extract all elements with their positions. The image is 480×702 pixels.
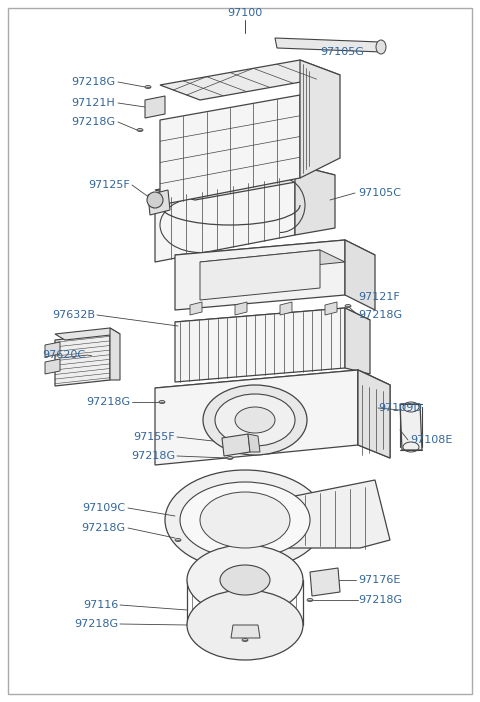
Polygon shape bbox=[250, 480, 390, 548]
Ellipse shape bbox=[147, 192, 163, 208]
Ellipse shape bbox=[180, 482, 310, 558]
Polygon shape bbox=[175, 240, 345, 310]
Text: 97218G: 97218G bbox=[358, 595, 402, 605]
Text: 97218G: 97218G bbox=[86, 397, 130, 407]
Text: 97620C: 97620C bbox=[42, 350, 85, 360]
Polygon shape bbox=[45, 359, 60, 374]
Text: 97109C: 97109C bbox=[82, 503, 125, 513]
Polygon shape bbox=[400, 404, 422, 450]
Ellipse shape bbox=[215, 394, 295, 446]
Polygon shape bbox=[358, 370, 390, 458]
Polygon shape bbox=[55, 334, 110, 386]
Text: 97121F: 97121F bbox=[358, 292, 400, 302]
Ellipse shape bbox=[242, 639, 248, 642]
Text: 97218G: 97218G bbox=[81, 523, 125, 533]
Polygon shape bbox=[231, 625, 260, 638]
Text: 97176E: 97176E bbox=[358, 575, 400, 585]
Text: 97108E: 97108E bbox=[410, 435, 452, 445]
Polygon shape bbox=[175, 308, 345, 382]
Ellipse shape bbox=[145, 86, 151, 88]
Text: 97632B: 97632B bbox=[52, 310, 95, 320]
Polygon shape bbox=[200, 250, 320, 300]
Polygon shape bbox=[235, 302, 247, 315]
Polygon shape bbox=[248, 434, 260, 452]
Polygon shape bbox=[110, 328, 120, 380]
Text: 97218G: 97218G bbox=[74, 619, 118, 629]
Text: 97218G: 97218G bbox=[131, 451, 175, 461]
Text: 97218G: 97218G bbox=[71, 77, 115, 87]
Polygon shape bbox=[280, 302, 292, 315]
Polygon shape bbox=[200, 250, 345, 274]
Ellipse shape bbox=[175, 538, 181, 541]
Ellipse shape bbox=[220, 565, 270, 595]
Ellipse shape bbox=[345, 305, 351, 307]
Polygon shape bbox=[45, 342, 60, 357]
Polygon shape bbox=[190, 302, 202, 315]
Text: 97125F: 97125F bbox=[88, 180, 130, 190]
Polygon shape bbox=[148, 190, 170, 215]
Ellipse shape bbox=[235, 407, 275, 433]
Polygon shape bbox=[222, 434, 250, 456]
Text: 97100: 97100 bbox=[228, 8, 263, 18]
Polygon shape bbox=[145, 96, 165, 118]
Text: 97121H: 97121H bbox=[71, 98, 115, 108]
Polygon shape bbox=[55, 328, 120, 340]
FancyBboxPatch shape bbox=[8, 8, 472, 694]
Polygon shape bbox=[345, 308, 370, 374]
Polygon shape bbox=[295, 165, 335, 235]
Polygon shape bbox=[155, 370, 390, 403]
Text: 97105C: 97105C bbox=[358, 188, 401, 198]
Ellipse shape bbox=[137, 128, 143, 131]
Text: 97116: 97116 bbox=[83, 600, 118, 610]
Polygon shape bbox=[160, 95, 300, 205]
Ellipse shape bbox=[227, 456, 233, 460]
Ellipse shape bbox=[203, 385, 307, 455]
Polygon shape bbox=[345, 240, 375, 310]
Ellipse shape bbox=[307, 599, 313, 602]
Text: 97105G: 97105G bbox=[320, 47, 364, 57]
Ellipse shape bbox=[376, 40, 386, 54]
Polygon shape bbox=[300, 60, 340, 178]
Polygon shape bbox=[175, 240, 375, 270]
Polygon shape bbox=[160, 60, 340, 100]
Text: 97218G: 97218G bbox=[71, 117, 115, 127]
Polygon shape bbox=[155, 165, 335, 200]
Text: 97109D: 97109D bbox=[378, 403, 422, 413]
Ellipse shape bbox=[187, 545, 303, 615]
Ellipse shape bbox=[187, 590, 303, 660]
Polygon shape bbox=[155, 175, 295, 262]
Polygon shape bbox=[358, 370, 390, 458]
Text: 97218G: 97218G bbox=[358, 310, 402, 320]
Ellipse shape bbox=[165, 470, 325, 570]
Polygon shape bbox=[275, 38, 382, 52]
Text: 97155F: 97155F bbox=[133, 432, 175, 442]
Ellipse shape bbox=[159, 401, 165, 404]
Polygon shape bbox=[325, 302, 337, 315]
Polygon shape bbox=[310, 568, 340, 596]
Ellipse shape bbox=[200, 492, 290, 548]
Polygon shape bbox=[155, 370, 358, 465]
Polygon shape bbox=[175, 308, 370, 335]
